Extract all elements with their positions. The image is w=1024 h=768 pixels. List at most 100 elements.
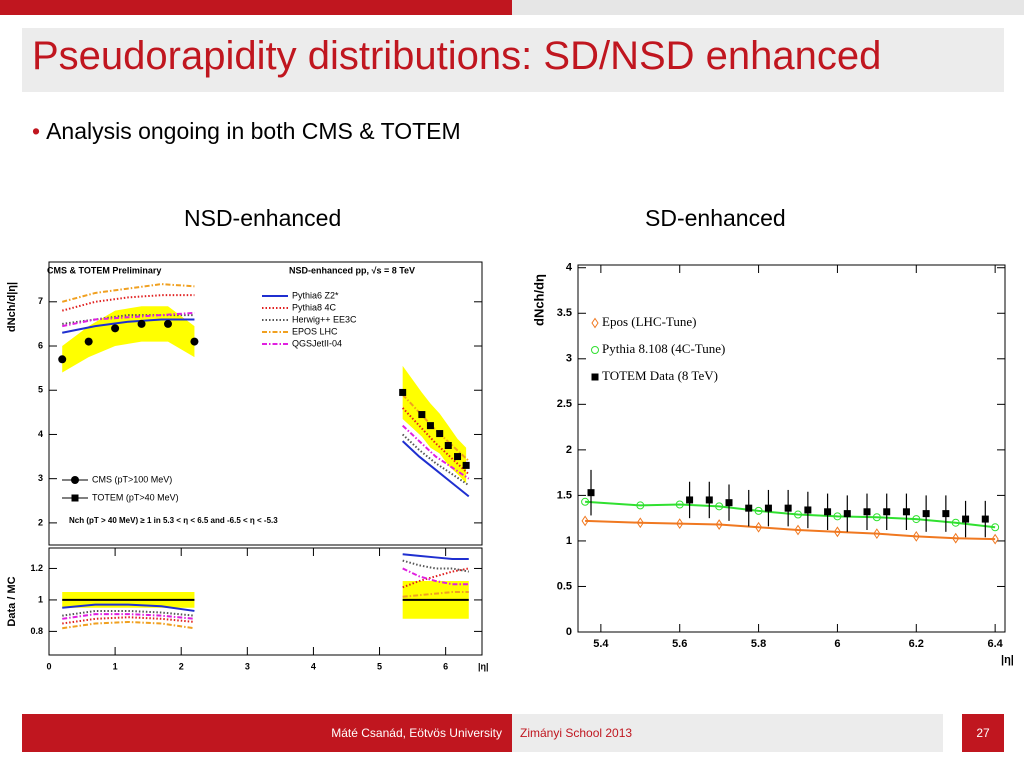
marker (952, 532, 960, 544)
marker (784, 504, 792, 512)
x-tick-label: 5 (377, 661, 382, 671)
marker (715, 502, 724, 511)
marker (872, 513, 881, 522)
x-tick-label: 6 (834, 638, 840, 650)
marker (794, 510, 803, 519)
bullet-text: Analysis ongoing in both CMS & TOTEM (46, 118, 461, 144)
marker (163, 319, 172, 328)
marker (636, 501, 645, 510)
page-box: 27 (962, 714, 1004, 752)
series-line (585, 519, 996, 541)
y-tick-label: 0 (566, 626, 572, 638)
marker (591, 346, 599, 354)
bullet: • Analysis ongoing in both CMS & TOTEM (32, 118, 461, 144)
legend-label: Herwig++ EE3C (292, 314, 357, 324)
series-line (61, 283, 470, 462)
marker (636, 517, 644, 529)
marker (58, 355, 67, 364)
series-line (61, 294, 470, 475)
series-line (62, 318, 470, 498)
marker (754, 521, 763, 533)
series-line (62, 553, 469, 612)
slide-title: Pseudorapidity distributions: SD/NSD enh… (32, 34, 882, 78)
x-tick-label: 4 (311, 661, 316, 671)
x-tick-label: 1 (113, 661, 118, 671)
x-tick-label: 6.4 (987, 638, 1003, 650)
y-tick-label: 6 (38, 340, 43, 350)
marker (981, 515, 989, 523)
marker (399, 388, 407, 396)
footer-bar: Máté Csanád, Eötvös University (22, 714, 512, 752)
marker (675, 500, 684, 509)
marker (883, 508, 891, 516)
marker (71, 494, 79, 502)
legend-label: TOTEM Data (8 TeV) (602, 368, 718, 383)
legend-label: Pythia6 Z2* (292, 290, 339, 300)
y-tick-label: 0.8 (30, 626, 43, 636)
marker (686, 496, 694, 504)
marker (436, 430, 444, 438)
y-axis-label: dNch/dη (531, 274, 546, 326)
marker (991, 523, 1000, 532)
x-axis-label: |η| (478, 661, 489, 671)
marker (676, 518, 684, 530)
marker (581, 515, 589, 527)
marker (137, 319, 146, 328)
x-tick-label: 2 (179, 661, 184, 671)
footer-author: Máté Csanád, Eötvös University (331, 726, 502, 740)
marker (591, 373, 599, 381)
page-number: 27 (976, 726, 990, 740)
chart-subtitle: NSD-enhanced pp, √s = 8 TeV (289, 265, 415, 275)
legend-label: Pythia8 4C (292, 302, 337, 312)
y-tick-label: 1 (38, 594, 43, 604)
y-tick-label: 2 (566, 444, 572, 456)
marker (444, 442, 452, 450)
footer-bar-grey: Zimányi School 2013 (512, 714, 943, 752)
marker (745, 504, 753, 512)
y-tick-label: 3.5 (557, 307, 572, 319)
series-line (62, 567, 469, 625)
legend-label: EPOS LHC (292, 326, 338, 336)
y-tick-label: 2.5 (557, 398, 572, 410)
marker (824, 508, 832, 516)
marker (111, 324, 120, 333)
marker (725, 499, 733, 507)
marker (902, 508, 910, 516)
y-tick-label: 2 (38, 517, 43, 527)
series-line (62, 567, 469, 620)
legend-label: CMS (pT>100 MeV) (92, 474, 172, 484)
caption: NSD-enhanced (184, 205, 342, 231)
y-tick-label: 4 (566, 262, 573, 274)
y-tick-label: 3 (38, 473, 43, 483)
marker (715, 519, 723, 530)
marker (942, 510, 950, 518)
legend-label: Pythia 8.108 (4C-Tune) (602, 341, 725, 356)
marker (705, 496, 713, 504)
marker (462, 461, 470, 469)
error-band (62, 306, 195, 373)
marker (962, 515, 970, 523)
marker (922, 510, 930, 518)
series-line (62, 311, 470, 480)
marker (84, 337, 93, 346)
title-box: Pseudorapidity distributions: SD/NSD enh… (22, 28, 1004, 92)
y-tick-label: 1 (566, 535, 572, 547)
marker (190, 337, 199, 346)
y-tick-label: 1.2 (30, 563, 43, 573)
marker (587, 489, 595, 497)
y-tick-label: 5 (38, 385, 43, 395)
y-tick-label: 3 (566, 353, 572, 365)
top-bar-grey (512, 0, 1024, 15)
series-line (585, 500, 996, 529)
marker (863, 508, 871, 516)
series-line (62, 559, 469, 617)
y-tick-label: 4 (38, 429, 43, 439)
caption: SD-enhanced (645, 205, 786, 231)
y-tick-label: 0.5 (557, 580, 572, 592)
x-tick-label: 0 (46, 661, 51, 671)
plot-frame (577, 264, 1006, 633)
x-tick-label: 6 (443, 661, 448, 671)
legend-label: Epos (LHC-Tune) (602, 314, 697, 329)
x-tick-label: 5.8 (751, 638, 766, 650)
